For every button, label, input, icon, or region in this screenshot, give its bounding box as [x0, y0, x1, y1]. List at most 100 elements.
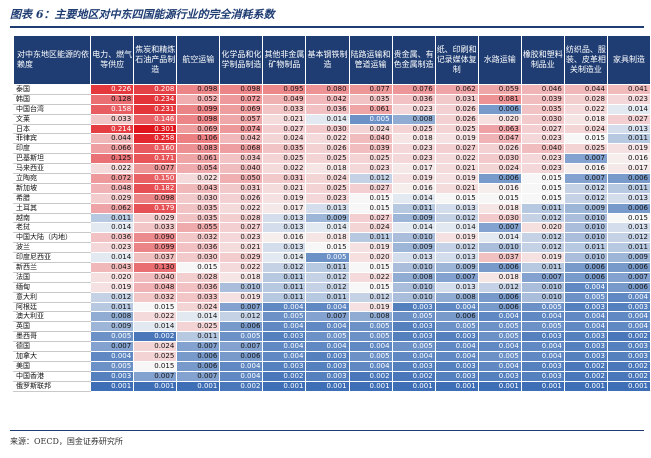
coefficient-cell: 0.003	[606, 301, 651, 313]
coefficient-cell: 0.002	[219, 380, 264, 392]
coefficient-cell: 0.039	[520, 93, 565, 105]
table-row: 德国 0.007 0.024 0.007 0.007 0.004 0.004 0.004 0.0…	[12, 341, 651, 353]
column-header: 纸、印刷和记录媒体复制	[434, 35, 479, 85]
coefficient-cell: 0.005	[90, 360, 135, 372]
table-row: 美国 0.005 0.015 0.006 0.004 0.003 0.003 0.004 0.0…	[12, 360, 651, 372]
coefficient-cell: 0.046	[520, 84, 565, 95]
coefficient-cell: 0.006	[477, 291, 522, 303]
coefficient-cell: 0.040	[520, 143, 565, 155]
coefficient-cell: 0.006	[606, 202, 651, 214]
source-note: 来源：OECD，国金证券研究所	[10, 437, 123, 446]
table-row: 巴基斯坦 0.125 0.171 0.061 0.034 0.025 0.025 0.025 0…	[12, 153, 651, 165]
region-label: 印度	[12, 143, 92, 155]
coefficient-cell: 0.098	[219, 84, 264, 95]
coefficient-cell: 0.004	[305, 341, 350, 353]
coefficient-cell: 0.003	[563, 301, 608, 313]
coefficient-cell: 0.029	[90, 192, 135, 204]
table-row: 越南 0.011 0.029 0.035 0.028 0.013 0.009 0.027 0.0…	[12, 212, 651, 224]
coefficient-cell: 0.016	[262, 232, 307, 244]
column-header: 航空运输	[176, 35, 221, 85]
coefficient-cell: 0.226	[90, 84, 135, 95]
coefficient-cell: 0.009	[391, 212, 436, 224]
coefficient-cell: 0.033	[176, 291, 221, 303]
column-header: 电力、燃气等供应	[90, 35, 135, 85]
coefficient-cell: 0.007	[520, 271, 565, 283]
region-label: 英国	[12, 321, 92, 333]
coefficient-cell: 0.005	[348, 351, 393, 362]
coefficient-cell: 0.050	[219, 173, 264, 184]
coefficient-cell: 0.022	[348, 271, 393, 283]
coefficient-cell: 0.018	[305, 163, 350, 175]
table-row: 中国香港 0.003 0.007 0.007 0.004 0.002 0.003 0.002 0…	[12, 370, 651, 382]
coefficient-cell: 0.006	[606, 262, 651, 273]
coefficient-cell: 0.005	[305, 331, 350, 343]
table-row: 法国 0.020 0.040 0.028 0.018 0.011 0.012 0.022 0.0…	[12, 271, 651, 283]
coefficient-cell: 0.019	[391, 173, 436, 184]
coefficient-cell: 0.025	[391, 123, 436, 135]
coefficient-cell: 0.001	[391, 380, 436, 392]
region-label: 越南	[12, 212, 92, 224]
coefficient-cell: 0.005	[520, 301, 565, 313]
coefficient-cell: 0.044	[90, 133, 135, 145]
region-label: 墨西哥	[12, 331, 92, 343]
coefficient-cell: 0.010	[563, 212, 608, 224]
coefficient-cell: 0.010	[219, 281, 264, 293]
coefficient-cell: 0.025	[305, 182, 350, 194]
coefficient-cell: 0.020	[348, 252, 393, 264]
coefficient-cell: 0.004	[606, 311, 651, 323]
coefficient-cell: 0.021	[434, 163, 479, 175]
coefficient-cell: 0.005	[477, 321, 522, 333]
coefficient-cell: 0.030	[176, 252, 221, 264]
coefficient-cell: 0.015	[176, 262, 221, 273]
coefficient-cell: 0.077	[348, 84, 393, 95]
coefficient-cell: 0.004	[520, 341, 565, 353]
coefficient-cell: 0.010	[391, 281, 436, 293]
region-label: 波兰	[12, 242, 92, 254]
coefficient-cell: 0.023	[520, 163, 565, 175]
table-row: 韩国 0.128 0.234 0.052 0.072 0.049 0.042 0.035 0.0…	[12, 93, 651, 105]
coefficient-cell: 0.019	[434, 173, 479, 184]
table-row: 希腊 0.029 0.098 0.030 0.026 0.019 0.023 0.015 0.0…	[12, 192, 651, 204]
coefficient-cell: 0.007	[90, 341, 135, 353]
region-label: 巴基斯坦	[12, 153, 92, 165]
coefficient-cell: 0.049	[262, 93, 307, 105]
coefficient-cell: 0.012	[348, 173, 393, 184]
coefficient-cell: 0.258	[133, 133, 178, 145]
coefficient-cell: 0.024	[348, 222, 393, 234]
coefficient-cell: 0.015	[563, 133, 608, 145]
column-header: 贵金属、有色金属制造	[391, 35, 436, 85]
coefficient-cell: 0.004	[563, 321, 608, 333]
region-label: 日本	[12, 123, 92, 135]
coefficient-cell: 0.006	[434, 311, 479, 323]
coefficient-cell: 0.014	[434, 222, 479, 234]
coefficient-cell: 0.004	[262, 301, 307, 313]
coefficient-cell: 0.012	[434, 212, 479, 224]
coefficient-cell: 0.004	[477, 360, 522, 372]
region-label: 澳大利亚	[12, 311, 92, 323]
coefficient-cell: 0.005	[219, 331, 264, 343]
coefficient-cell: 0.208	[133, 84, 178, 95]
coefficient-cell: 0.008	[348, 311, 393, 323]
region-label: 中国大陆（内地）	[12, 232, 92, 244]
coefficient-cell: 0.003	[391, 301, 436, 313]
column-header: 水路运输	[477, 35, 522, 85]
coefficient-cell: 0.002	[563, 360, 608, 372]
coefficient-cell: 0.006	[477, 173, 522, 184]
coefficient-cell: 0.012	[219, 311, 264, 323]
coefficient-cell: 0.022	[176, 173, 221, 184]
coefficient-cell: 0.014	[305, 222, 350, 234]
coefficient-cell: 0.042	[305, 93, 350, 105]
coefficient-cell: 0.098	[176, 84, 221, 95]
coefficient-cell: 0.019	[434, 133, 479, 145]
coefficient-cell: 0.007	[606, 271, 651, 283]
table-row: 马来西亚 0.022 0.077 0.054 0.040 0.022 0.018 0.023 0…	[12, 163, 651, 175]
coefficient-cell: 0.004	[305, 301, 350, 313]
region-label: 老挝	[12, 222, 92, 234]
coefficient-cell: 0.011	[391, 202, 436, 214]
coefficient-cell: 0.125	[90, 153, 135, 165]
coefficient-cell: 0.010	[477, 242, 522, 254]
coefficient-cell: 0.106	[176, 133, 221, 145]
coefficient-cell: 0.006	[606, 173, 651, 184]
coefficient-cell: 0.004	[262, 321, 307, 333]
coefficient-cell: 0.003	[434, 370, 479, 382]
